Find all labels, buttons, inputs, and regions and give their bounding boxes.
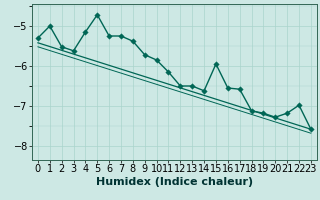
X-axis label: Humidex (Indice chaleur): Humidex (Indice chaleur): [96, 177, 253, 187]
